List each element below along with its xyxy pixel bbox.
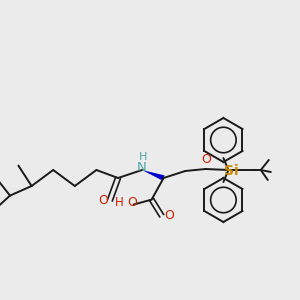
Text: N: N — [137, 160, 147, 173]
Text: O: O — [128, 196, 137, 209]
Text: Si: Si — [224, 164, 239, 178]
Text: O: O — [98, 194, 108, 206]
Text: H: H — [139, 152, 147, 162]
Text: H: H — [115, 196, 124, 209]
Text: O: O — [165, 209, 175, 222]
Polygon shape — [142, 170, 165, 181]
Text: O: O — [202, 152, 212, 166]
